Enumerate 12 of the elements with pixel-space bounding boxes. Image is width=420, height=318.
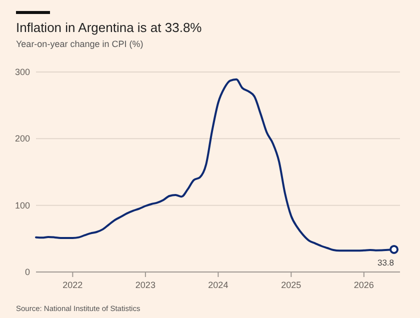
y-tick-label: 200 — [14, 134, 30, 144]
x-tick-label: 2026 — [354, 280, 374, 290]
chart-subtitle: Year-on-year change in CPI (%) — [16, 39, 144, 49]
y-tick-label: 0 — [24, 267, 30, 277]
x-tick-label: 2022 — [62, 280, 83, 290]
chart-title: Inflation in Argentina is at 33.8% — [16, 20, 202, 35]
x-tick-label: 2024 — [208, 280, 228, 290]
y-tick-label: 300 — [14, 67, 30, 77]
x-tick-label: 2023 — [135, 280, 156, 290]
y-tick-label: 100 — [14, 200, 30, 210]
x-tick-label: 2025 — [281, 280, 302, 290]
annotation: 33.8 — [377, 257, 394, 268]
